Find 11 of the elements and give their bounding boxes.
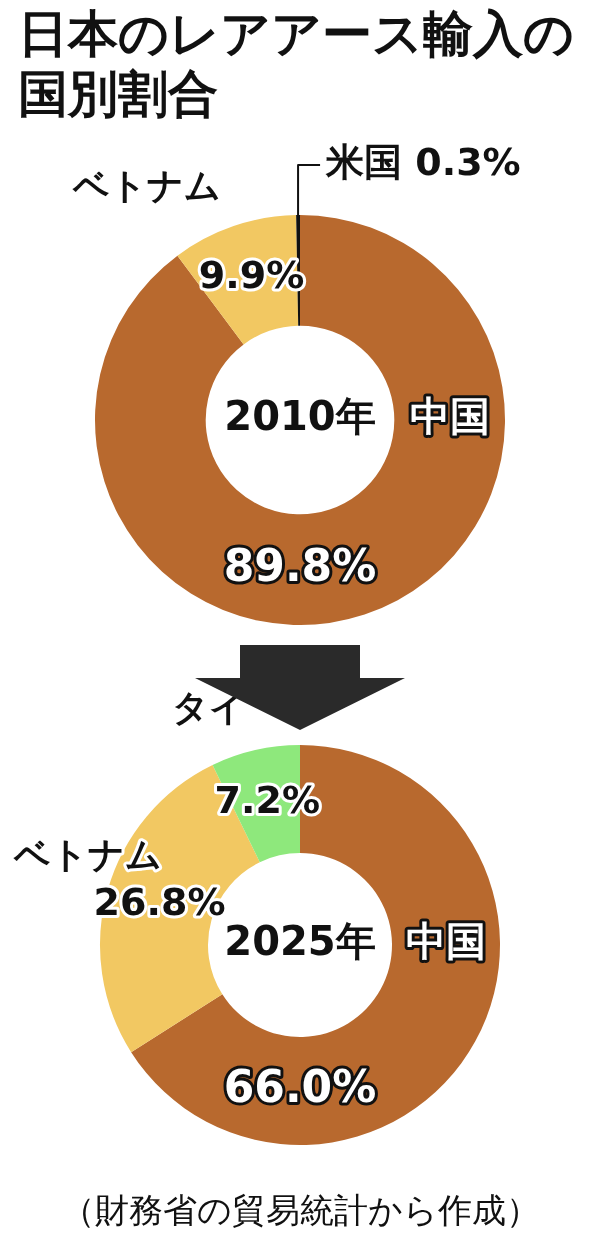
text: 2010年 — [224, 393, 376, 440]
slice-label: ベトナム — [71, 164, 221, 206]
data-label: 66.0% — [223, 1061, 377, 1113]
text: 2025年 — [224, 918, 376, 965]
chart-title: 日本のレアアース輸入の国別割合 — [18, 4, 575, 124]
slice-label: 中国 — [409, 393, 490, 440]
slice-label: 米国 0.3% — [325, 139, 521, 184]
slice-label: 中国 — [406, 918, 486, 965]
data-label: 89.8% — [223, 540, 377, 592]
slice-label: ベトナム — [13, 833, 162, 875]
text: （財務省の貿易統計から作成） — [59, 1189, 541, 1232]
